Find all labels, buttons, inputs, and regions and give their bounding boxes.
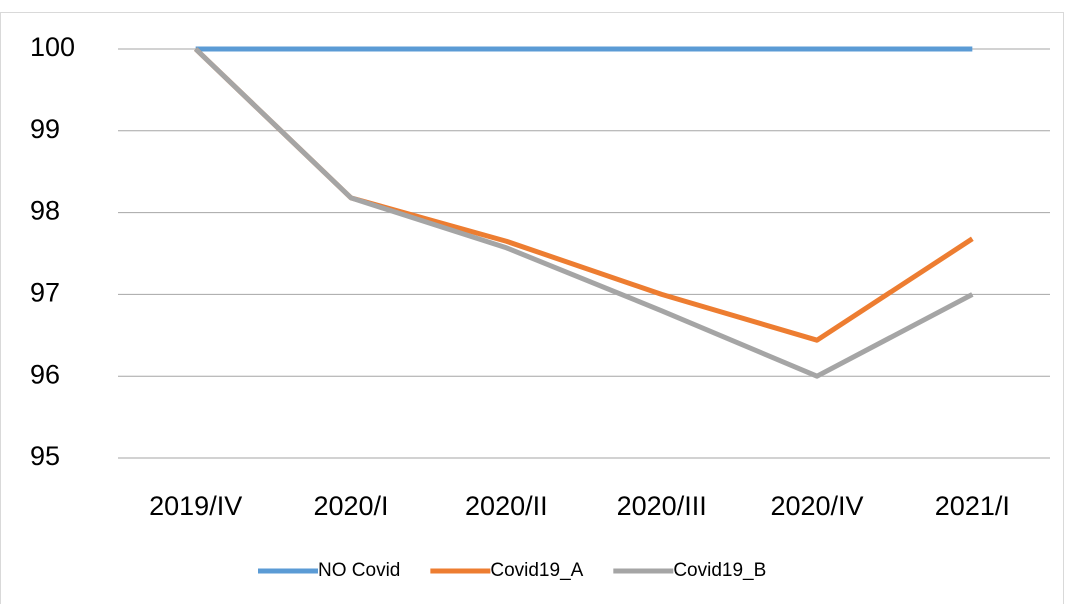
x-tick-label: 2020/IV xyxy=(770,491,863,521)
x-tick-label: 2020/II xyxy=(465,491,548,521)
legend-label: Covid19_B xyxy=(673,560,766,581)
y-tick-label: 96 xyxy=(30,359,60,389)
legend-label: NO Covid xyxy=(318,560,400,581)
x-tick-label: 2019/IV xyxy=(149,491,242,521)
x-tick-label: 2020/III xyxy=(617,491,707,521)
y-tick-label: 98 xyxy=(30,196,60,226)
x-tick-label: 2021/I xyxy=(935,491,1010,521)
series-line xyxy=(193,47,974,379)
y-tick-label: 99 xyxy=(30,114,60,144)
x-tick-label: 2020/I xyxy=(313,491,388,521)
chart-frame xyxy=(0,12,1064,604)
y-tick-label: 95 xyxy=(30,441,60,471)
series-line xyxy=(193,47,974,343)
legend-label: Covid19_A xyxy=(490,560,583,581)
y-tick-label: 97 xyxy=(30,278,60,308)
y-tick-label: 100 xyxy=(30,32,75,62)
